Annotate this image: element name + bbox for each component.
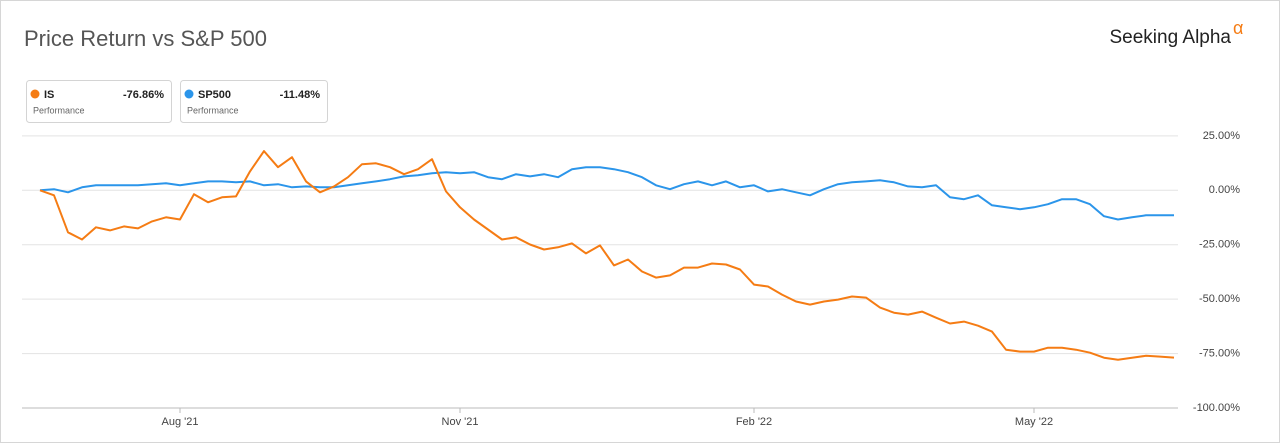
legend-dot	[184, 89, 194, 99]
x-tick-label: Feb '22	[736, 416, 772, 428]
chart-title: Price Return vs S&P 500	[24, 26, 267, 51]
y-tick-label: -50.00%	[1199, 293, 1240, 305]
legend-name: SP500	[198, 89, 231, 101]
x-tick-label: May '22	[1015, 416, 1053, 428]
legend-card	[26, 80, 172, 123]
legend-name: IS	[44, 89, 54, 101]
series-line	[39, 150, 1175, 361]
y-tick-label: 25.00%	[1203, 130, 1241, 142]
y-tick-label: -25.00%	[1199, 239, 1240, 251]
series-line	[39, 166, 1174, 221]
brand: Seeking Alpha	[1110, 27, 1232, 48]
y-tick-label: -100.00%	[1193, 402, 1240, 414]
y-tick-label: -75.00%	[1199, 347, 1240, 359]
legend-change: -76.86%	[123, 89, 164, 101]
legend-change: -11.48%	[280, 89, 321, 101]
y-tick-label: 0.00%	[1209, 184, 1240, 196]
x-tick-label: Nov '21	[442, 416, 479, 428]
legend-card	[180, 80, 328, 123]
legend-caption: Performance	[33, 105, 85, 115]
legend-caption: Performance	[187, 105, 239, 115]
brand-mark: α	[1233, 18, 1243, 38]
x-tick-label: Aug '21	[162, 416, 199, 428]
legend-dot	[30, 89, 40, 99]
